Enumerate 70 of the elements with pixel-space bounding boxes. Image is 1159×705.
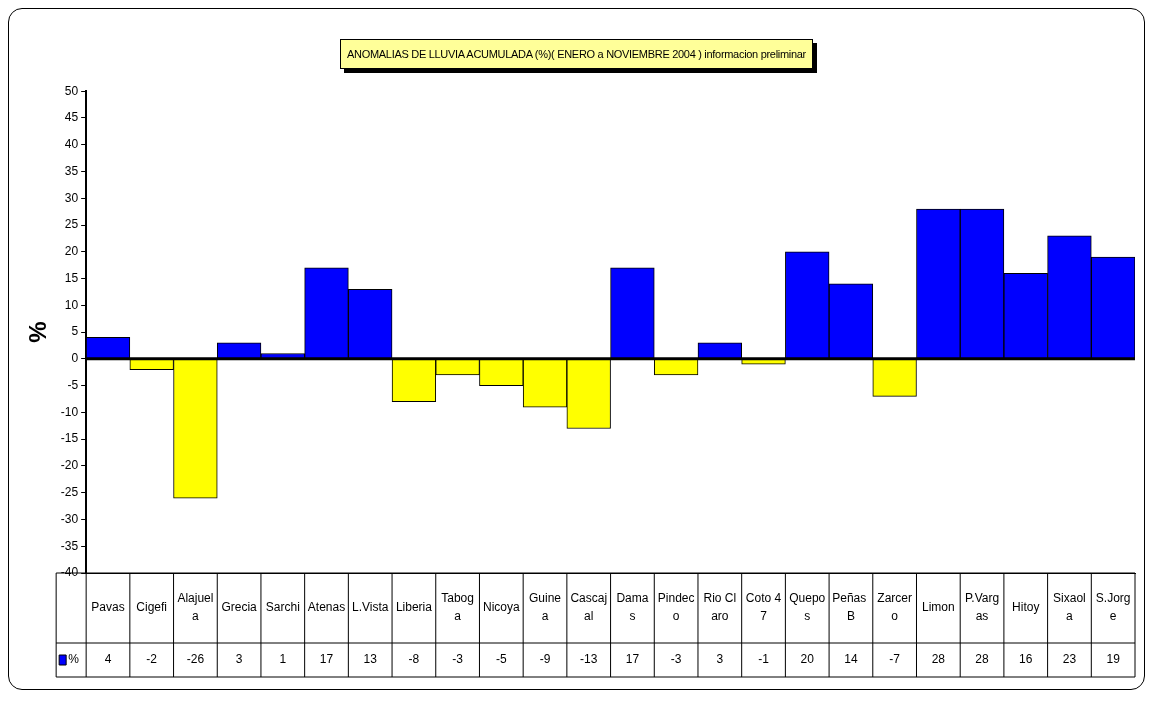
x-tick-label: Hitoy <box>1012 600 1040 615</box>
x-tick-label: Pindeco <box>657 591 695 624</box>
y-tick-label: 15 <box>64 270 79 285</box>
x-tick-label: Liberia <box>395 600 433 615</box>
y-tick-label: -40 <box>60 565 79 580</box>
data-label: 23 <box>1062 652 1077 667</box>
data-label: -3 <box>670 652 682 667</box>
x-tick-label: Taboga <box>441 591 474 624</box>
y-tick-label: -15 <box>60 431 79 446</box>
y-tick-label: 20 <box>64 244 79 259</box>
x-tick-label: S.Jorge <box>1095 591 1131 624</box>
data-label: 1 <box>279 652 287 667</box>
y-tick-label: -5 <box>67 377 79 392</box>
y-tick-label: -20 <box>60 458 79 473</box>
x-tick-label: Pavas <box>91 600 125 615</box>
data-label: -13 <box>580 652 598 667</box>
x-tick-label: Cigefi <box>136 600 168 615</box>
y-tick-label: -30 <box>60 511 79 526</box>
x-tick-label: Damas <box>616 591 649 624</box>
data-label: 3 <box>235 652 243 667</box>
x-tick-label: P.Vargas <box>964 591 1000 624</box>
data-label: 4 <box>104 652 112 667</box>
data-label: 13 <box>363 652 378 667</box>
data-label: 3 <box>716 652 724 667</box>
x-tick-label: Grecia <box>221 600 258 615</box>
data-label: 14 <box>844 652 858 667</box>
x-tick-label: Atenas <box>307 600 346 615</box>
data-label: 17 <box>319 652 334 667</box>
x-tick-label: Limon <box>922 600 955 615</box>
data-label: -9 <box>539 652 551 667</box>
y-tick-label: 35 <box>64 163 79 178</box>
y-tick-label: 5 <box>71 324 79 339</box>
data-label: -8 <box>408 652 420 667</box>
x-tick-label: Coto 47 <box>745 591 782 624</box>
data-label: -5 <box>495 652 507 667</box>
y-axis-title: % <box>24 321 52 343</box>
y-tick-label: 0 <box>71 351 79 366</box>
x-tick-label: Sarchi <box>265 600 300 615</box>
x-tick-label: Sixaola <box>1053 591 1086 624</box>
x-tick-label: Cascajal <box>570 591 608 624</box>
x-tick-label: Peñas B <box>832 591 870 624</box>
y-tick-label: -10 <box>60 404 79 419</box>
data-label: 16 <box>1019 652 1033 667</box>
data-label: 28 <box>931 652 946 667</box>
data-label: -1 <box>758 652 770 667</box>
y-tick-label: 30 <box>64 190 79 205</box>
x-tick-label: Zarcero <box>877 591 912 624</box>
data-label: -3 <box>452 652 464 667</box>
x-tick-label: Alajuela <box>177 591 214 624</box>
legend-label: % <box>68 652 80 667</box>
y-tick-label: 40 <box>64 137 79 152</box>
data-label: -26 <box>186 652 205 667</box>
x-tick-label: Rio Claro <box>703 591 737 624</box>
x-tick-label: Guinea <box>529 591 562 624</box>
y-tick-label: -35 <box>60 538 79 553</box>
data-label: 28 <box>975 652 990 667</box>
y-tick-label: -25 <box>60 485 79 500</box>
y-tick-label: 25 <box>64 217 79 232</box>
data-label: -2 <box>146 652 158 667</box>
data-label: 17 <box>625 652 640 667</box>
data-label: -7 <box>889 652 901 667</box>
chart-title: ANOMALIAS DE LLUVIA ACUMULADA (%)( ENERO a NOVIEMBRE 2004 ) informacion preliminar <box>340 39 813 69</box>
y-tick-label: 45 <box>64 110 79 125</box>
x-tick-label: Nicoya <box>482 600 520 615</box>
x-tick-label: Quepos <box>789 591 826 624</box>
data-label: 19 <box>1106 652 1121 667</box>
data-label: 20 <box>800 652 815 667</box>
y-tick-label: 10 <box>64 297 79 312</box>
x-tick-label: L.Vista <box>351 600 389 615</box>
y-tick-label: 50 <box>64 83 79 98</box>
